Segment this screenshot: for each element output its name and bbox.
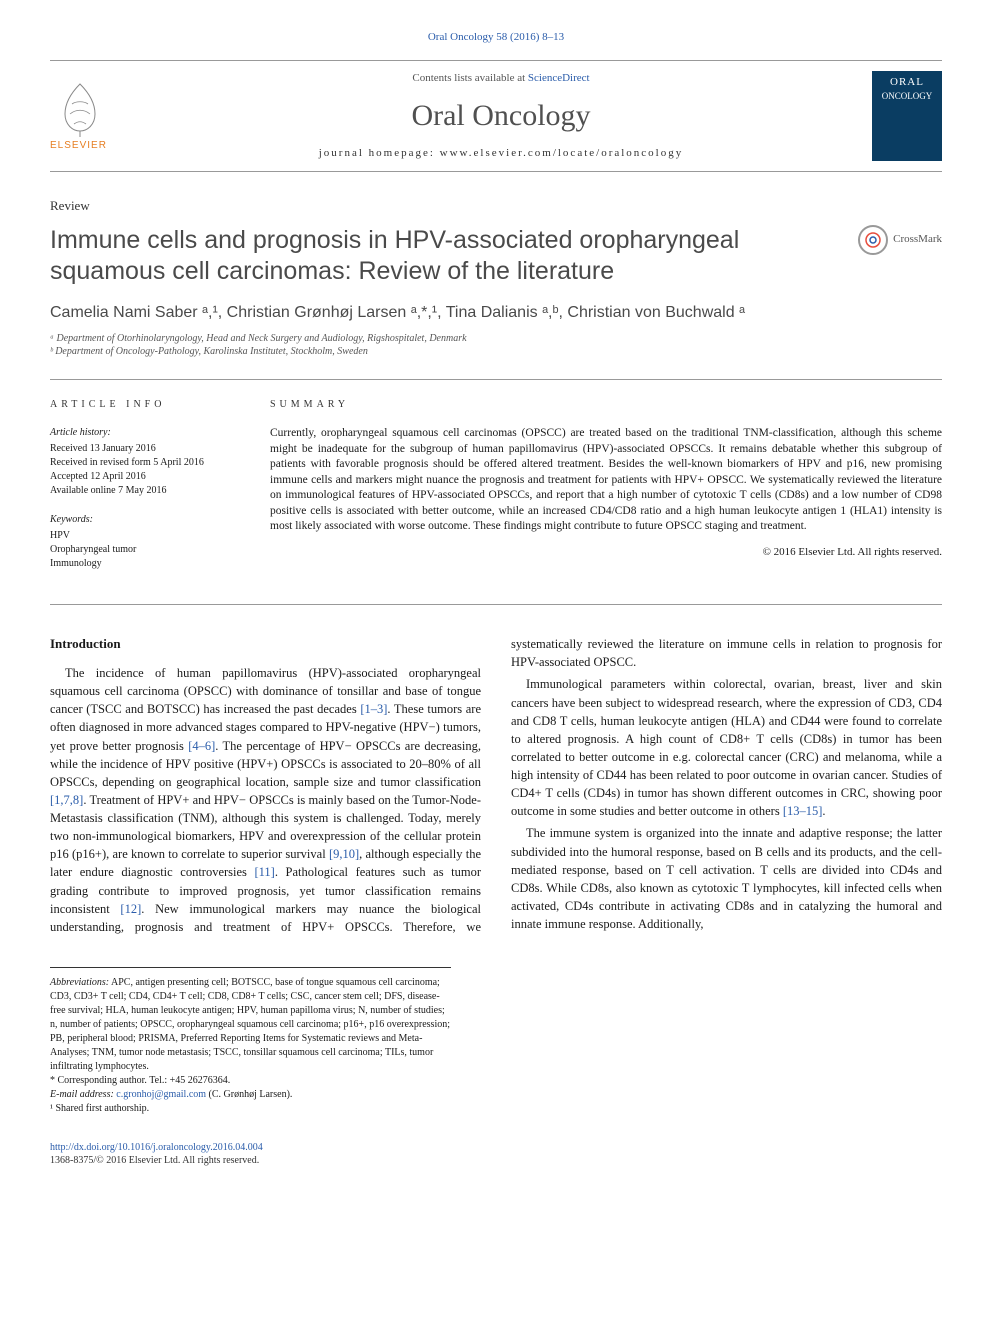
history-online: Available online 7 May 2016 xyxy=(50,484,245,498)
corresponding-author: * Corresponding author. Tel.: +45 262763… xyxy=(50,1074,451,1088)
cite-13-15[interactable]: [13–15] xyxy=(783,804,823,818)
citation-link[interactable]: Oral Oncology 58 (2016) 8–13 xyxy=(50,30,942,45)
email-line: E-mail address: c.gronhoj@gmail.com (C. … xyxy=(50,1088,451,1102)
cite-1-7-8[interactable]: [1,7,8] xyxy=(50,793,83,807)
email-label: E-mail address: xyxy=(50,1089,116,1100)
keyword-2: Oropharyngeal tumor xyxy=(50,543,245,557)
homepage-line: journal homepage: www.elsevier.com/locat… xyxy=(130,146,872,161)
email-suffix: (C. Grønhøj Larsen). xyxy=(206,1089,292,1100)
homepage-label: journal homepage: xyxy=(319,147,440,159)
crossmark-icon xyxy=(858,225,888,255)
info-summary-block: ARTICLE INFO Article history: Received 1… xyxy=(50,379,942,606)
authors: Camelia Nami Saber ᵃ,¹, Christian Grønhø… xyxy=(50,302,942,324)
elsevier-tree-icon xyxy=(50,79,110,139)
history-revised: Received in revised form 5 April 2016 xyxy=(50,456,245,470)
cover-title-top: ORAL xyxy=(890,75,924,90)
cite-9-10[interactable]: [9,10] xyxy=(329,847,359,861)
doi-link[interactable]: http://dx.doi.org/10.1016/j.oraloncology… xyxy=(50,1142,263,1153)
body-columns: Introduction The incidence of human papi… xyxy=(50,635,942,936)
body-p3: Immunological parameters within colorect… xyxy=(511,675,942,820)
summary-copyright: © 2016 Elsevier Ltd. All rights reserved… xyxy=(270,545,942,560)
crossmark[interactable]: CrossMark xyxy=(858,225,942,255)
shared-authorship: ¹ Shared first authorship. xyxy=(50,1102,451,1116)
summary-block: SUMMARY Currently, oropharyngeal squamou… xyxy=(270,398,942,587)
article-info-heading: ARTICLE INFO xyxy=(50,398,245,412)
summary-text: Currently, oropharyngeal squamous cell c… xyxy=(270,426,942,535)
elsevier-logo: ELSEVIER xyxy=(50,79,130,153)
keywords-block: Keywords: HPV Oropharyngeal tumor Immuno… xyxy=(50,513,245,571)
history-accepted: Accepted 12 April 2016 xyxy=(50,470,245,484)
elsevier-text: ELSEVIER xyxy=(50,139,130,153)
cite-1-3[interactable]: [1–3] xyxy=(360,702,387,716)
affiliations: ᵃ Department of Otorhinolaryngology, Hea… xyxy=(50,332,942,359)
contents-text: Contents lists available at xyxy=(412,72,527,84)
abbrev-label: Abbreviations: xyxy=(50,977,109,988)
article-title: Immune cells and prognosis in HPV-associ… xyxy=(50,225,838,288)
crossmark-label: CrossMark xyxy=(893,232,942,247)
history-block: Article history: Received 13 January 201… xyxy=(50,426,245,498)
doi-block: http://dx.doi.org/10.1016/j.oraloncology… xyxy=(50,1141,942,1168)
article-type: Review xyxy=(50,197,942,215)
affiliation-b: ᵇ Department of Oncology-Pathology, Karo… xyxy=(50,345,942,359)
abbreviations: Abbreviations: APC, antigen presenting c… xyxy=(50,976,451,1074)
cover-title-bottom: ONCOLOGY xyxy=(882,90,933,102)
keyword-3: Immunology xyxy=(50,557,245,571)
homepage-url[interactable]: www.elsevier.com/locate/oraloncology xyxy=(440,147,684,159)
keywords-label: Keywords: xyxy=(50,513,245,527)
summary-heading: SUMMARY xyxy=(270,398,942,412)
article-info: ARTICLE INFO Article history: Received 1… xyxy=(50,398,270,587)
cite-12[interactable]: [12] xyxy=(120,902,141,916)
body-p4: The immune system is organized into the … xyxy=(511,824,942,933)
issn-copyright: 1368-8375/© 2016 Elsevier Ltd. All right… xyxy=(50,1154,942,1168)
history-received: Received 13 January 2016 xyxy=(50,442,245,456)
title-row: Immune cells and prognosis in HPV-associ… xyxy=(50,225,942,288)
intro-heading: Introduction xyxy=(50,635,481,654)
cite-4-6[interactable]: [4–6] xyxy=(188,739,215,753)
footnotes: Abbreviations: APC, antigen presenting c… xyxy=(50,967,451,1116)
affiliation-a: ᵃ Department of Otorhinolaryngology, Hea… xyxy=(50,332,942,346)
keyword-1: HPV xyxy=(50,529,245,543)
cite-11[interactable]: [11] xyxy=(254,865,274,879)
journal-name: Oral Oncology xyxy=(130,96,872,137)
history-label: Article history: xyxy=(50,426,245,440)
header-bar: ELSEVIER Contents lists available at Sci… xyxy=(50,60,942,172)
header-center: Contents lists available at ScienceDirec… xyxy=(130,71,872,161)
sciencedirect-link[interactable]: ScienceDirect xyxy=(528,72,590,84)
abbrev-text: APC, antigen presenting cell; BOTSCC, ba… xyxy=(50,977,450,1072)
email-address[interactable]: c.gronhoj@gmail.com xyxy=(116,1089,206,1100)
journal-cover: ORAL ONCOLOGY xyxy=(872,71,942,161)
contents-line: Contents lists available at ScienceDirec… xyxy=(130,71,872,86)
